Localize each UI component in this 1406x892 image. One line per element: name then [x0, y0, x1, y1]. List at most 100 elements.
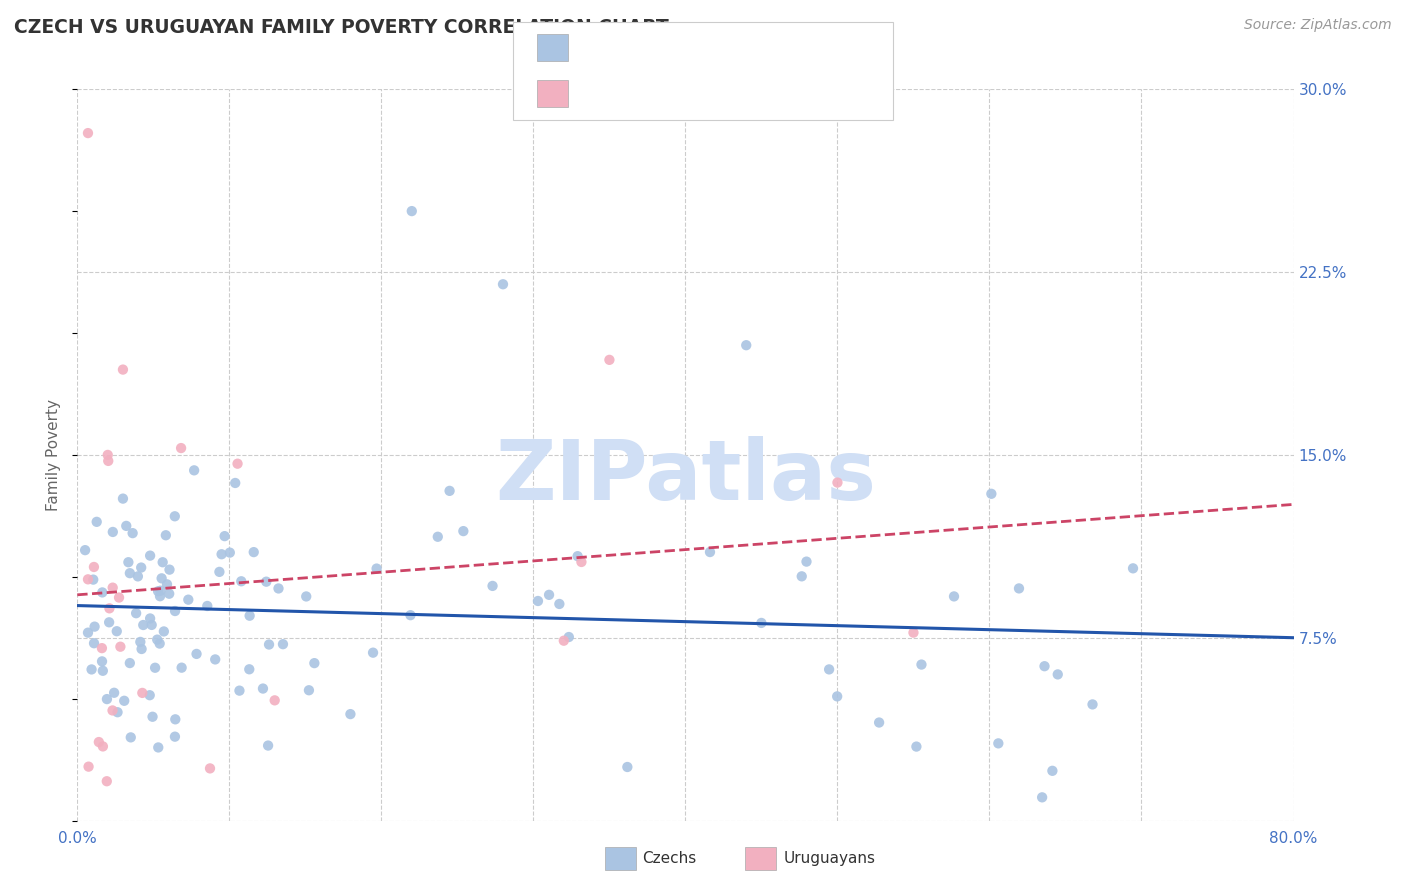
- Point: [271, 637, 294, 651]
- Point: [231, 574, 253, 589]
- Text: -0.112: -0.112: [621, 35, 676, 49]
- Point: [75, 543, 97, 558]
- Point: [120, 731, 142, 745]
- Point: [121, 526, 143, 541]
- Point: [90, 641, 112, 656]
- Point: [91, 739, 114, 754]
- Point: [616, 760, 638, 774]
- Point: [108, 591, 131, 605]
- Point: [208, 565, 231, 579]
- Point: [257, 739, 280, 753]
- Point: [228, 683, 250, 698]
- Point: [910, 657, 932, 672]
- Point: [170, 661, 193, 675]
- Point: [548, 597, 571, 611]
- Point: [129, 560, 152, 574]
- Point: [131, 642, 153, 657]
- Text: 26: 26: [748, 81, 769, 95]
- Text: N =: N =: [697, 81, 741, 95]
- Point: [361, 646, 384, 660]
- Point: [295, 590, 318, 604]
- Point: [481, 579, 503, 593]
- Point: [1122, 561, 1144, 575]
- Point: [150, 571, 173, 585]
- Point: [149, 589, 172, 603]
- Point: [304, 656, 326, 670]
- Point: [827, 475, 849, 490]
- Point: [818, 662, 841, 676]
- Point: [399, 608, 422, 623]
- Text: Source: ZipAtlas.com: Source: ZipAtlas.com: [1244, 18, 1392, 32]
- Point: [905, 739, 928, 754]
- Point: [1046, 667, 1069, 681]
- Point: [426, 530, 449, 544]
- Point: [97, 454, 120, 468]
- Point: [159, 563, 181, 577]
- Point: [83, 620, 105, 634]
- Text: Czechs: Czechs: [643, 851, 697, 865]
- Point: [218, 546, 240, 560]
- Point: [110, 640, 132, 654]
- Point: [183, 463, 205, 477]
- Point: [157, 587, 180, 601]
- Point: [825, 690, 848, 704]
- Point: [796, 555, 818, 569]
- Point: [257, 638, 280, 652]
- Point: [165, 604, 187, 618]
- Point: [103, 686, 125, 700]
- Point: [115, 519, 138, 533]
- Point: [153, 624, 176, 639]
- Point: [527, 594, 550, 608]
- Point: [195, 599, 218, 613]
- Point: [987, 736, 1010, 750]
- Point: [735, 338, 758, 352]
- Point: [238, 662, 260, 676]
- Point: [141, 710, 163, 724]
- Point: [1081, 698, 1104, 712]
- Point: [98, 615, 121, 630]
- Point: [1031, 790, 1053, 805]
- Point: [790, 569, 813, 583]
- Point: [165, 712, 187, 726]
- Point: [598, 352, 620, 367]
- Point: [553, 633, 575, 648]
- Point: [558, 630, 581, 644]
- Point: [211, 547, 233, 561]
- Point: [204, 652, 226, 666]
- Point: [125, 606, 148, 620]
- Point: [112, 694, 135, 708]
- Point: [82, 573, 104, 587]
- Point: [77, 759, 100, 773]
- Point: [699, 545, 721, 559]
- Point: [298, 683, 321, 698]
- Point: [751, 615, 773, 630]
- Point: [224, 475, 246, 490]
- Point: [138, 688, 160, 702]
- Point: [96, 692, 118, 706]
- Point: [83, 636, 105, 650]
- Point: [101, 581, 124, 595]
- Point: [177, 592, 200, 607]
- Point: [143, 661, 166, 675]
- Point: [903, 625, 925, 640]
- Point: [571, 555, 593, 569]
- Point: [91, 654, 114, 668]
- Point: [118, 566, 141, 581]
- Point: [149, 583, 172, 598]
- Point: [1008, 582, 1031, 596]
- Point: [186, 647, 208, 661]
- Point: [91, 664, 114, 678]
- Point: [366, 561, 388, 575]
- Point: [129, 635, 152, 649]
- Point: [77, 572, 100, 586]
- Point: [148, 740, 170, 755]
- Point: [77, 126, 100, 140]
- Point: [214, 529, 236, 543]
- Text: R =: R =: [582, 35, 616, 49]
- Point: [80, 662, 103, 676]
- Point: [567, 549, 589, 564]
- Point: [139, 549, 162, 563]
- Text: CZECH VS URUGUAYAN FAMILY POVERTY CORRELATION CHART: CZECH VS URUGUAYAN FAMILY POVERTY CORREL…: [14, 18, 669, 37]
- Point: [239, 608, 262, 623]
- Point: [943, 590, 966, 604]
